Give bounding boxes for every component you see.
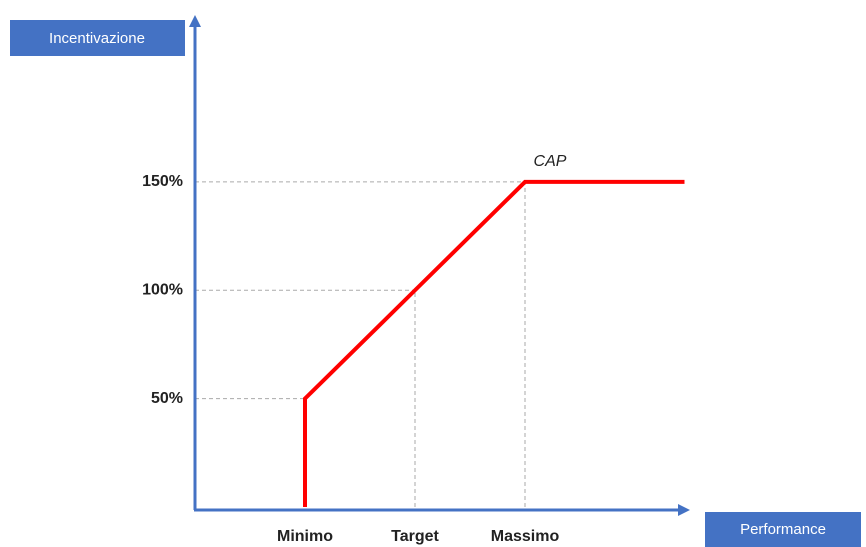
- line-series: [303, 179, 685, 507]
- x-label-box: [705, 512, 861, 547]
- annotation: CAP: [534, 153, 567, 170]
- x-tick-label: Target: [391, 528, 439, 545]
- x-axis-arrow: [678, 504, 690, 516]
- y-label-box: [10, 20, 185, 56]
- y-tick-label: 50%: [151, 390, 183, 407]
- x-tick-label: Minimo: [277, 528, 333, 545]
- y-tick-label: 100%: [142, 281, 183, 298]
- y-tick-label: 150%: [142, 173, 183, 190]
- x-axis-label: Performance: [740, 521, 826, 538]
- x-tick-label: Massimo: [491, 528, 560, 545]
- y-axis-arrow: [189, 15, 201, 27]
- y-axis-label: Incentivazione: [49, 30, 145, 47]
